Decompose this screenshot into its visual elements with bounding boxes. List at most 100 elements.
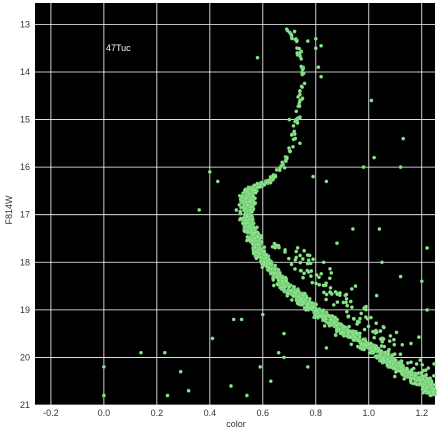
scatter-point	[210, 336, 215, 341]
scatter-point	[317, 275, 321, 280]
scatter-point	[420, 362, 425, 367]
scatter-point	[243, 207, 248, 211]
scatter-point	[302, 271, 306, 276]
scatter-point	[302, 248, 307, 253]
scatter-point	[329, 271, 334, 275]
annotation-label: 47Tuc	[106, 43, 131, 53]
scatter-point	[321, 260, 326, 265]
scatter-point	[292, 29, 297, 34]
scatter-point	[238, 209, 243, 214]
scatter-point	[279, 285, 284, 290]
scatter-point	[293, 267, 297, 271]
scatter-point	[291, 124, 296, 128]
scatter-point	[284, 27, 289, 32]
scatter-point	[305, 302, 310, 307]
scatter-point	[311, 174, 315, 179]
scatter-point	[411, 366, 416, 371]
scatter-point	[344, 300, 348, 305]
scatter-point	[394, 330, 399, 335]
scatter-point	[346, 330, 351, 335]
scatter-point	[311, 257, 315, 262]
y-tick-label: 16	[20, 162, 30, 172]
scatter-point	[322, 324, 327, 328]
scatter-point	[335, 292, 340, 297]
scatter-point	[231, 317, 236, 322]
scatter-point	[239, 317, 244, 322]
scatter-point	[344, 309, 349, 314]
scatter-point	[282, 285, 287, 290]
scatter-point	[299, 57, 304, 61]
scatter-point	[252, 183, 257, 188]
scatter-point	[289, 262, 294, 267]
scatter-point	[249, 230, 254, 235]
x-tick-label: 0.0	[98, 408, 111, 418]
scatter-point	[351, 227, 355, 231]
scatter-point	[242, 229, 247, 233]
scatter-point	[298, 253, 302, 258]
scatter-point	[392, 352, 397, 356]
scatter-point	[348, 335, 353, 339]
scatter-point	[366, 342, 371, 347]
scatter-point	[361, 165, 366, 169]
scatter-point	[329, 317, 334, 322]
scatter-point	[388, 334, 393, 338]
scatter-point	[331, 303, 336, 307]
scatter-point	[287, 284, 292, 289]
scatter-point	[316, 65, 321, 70]
scatter-point	[297, 46, 302, 51]
scatter-point	[401, 136, 406, 141]
scatter-point	[334, 327, 339, 332]
scatter-point	[431, 383, 436, 387]
scatter-point	[295, 51, 300, 55]
scatter-point	[229, 384, 233, 388]
scatter-point	[349, 287, 354, 291]
scatter-point	[305, 39, 310, 43]
scatter-point	[288, 149, 293, 154]
scatter-point	[328, 266, 332, 271]
scatter-point	[301, 275, 305, 280]
scatter-point	[245, 393, 249, 398]
scatter-point	[298, 92, 302, 97]
scatter-point	[275, 243, 279, 248]
scatter-point	[301, 293, 306, 298]
y-tick-labels: 13 14 15 16 17 18 19 20 21	[20, 19, 30, 410]
scatter-point	[309, 301, 314, 305]
scatter-point	[323, 283, 328, 288]
scatter-point	[346, 314, 351, 319]
scatter-point	[207, 170, 212, 174]
scatter-point	[259, 235, 263, 240]
scatter-point	[250, 209, 254, 214]
scatter-point	[418, 358, 423, 362]
x-tick-label: -0.2	[43, 408, 59, 418]
scatter-point	[429, 379, 434, 384]
scatter-point	[259, 255, 264, 260]
scatter-point	[327, 314, 332, 318]
scatter-point	[250, 217, 254, 222]
scatter-point	[362, 327, 367, 332]
scatter-point	[367, 351, 372, 355]
scatter-point	[324, 179, 329, 184]
scatter-point	[278, 166, 282, 170]
x-tick-label: 1.0	[363, 408, 376, 418]
scatter-point	[238, 216, 243, 221]
scatter-point	[245, 221, 250, 225]
scatter-point	[291, 285, 296, 290]
scatter-point	[260, 312, 265, 317]
scatter-point	[374, 321, 379, 326]
y-tick-label: 20	[20, 352, 30, 362]
scatter-point	[408, 370, 413, 374]
scatter-point	[271, 283, 276, 288]
scatter-point	[374, 293, 379, 298]
scatter-point	[319, 74, 323, 79]
scatter-point	[305, 253, 310, 257]
scatter-point	[379, 348, 383, 353]
grid-lines	[35, 3, 435, 406]
scatter-point	[286, 256, 291, 261]
scatter-point	[368, 345, 373, 350]
scatter-point	[327, 276, 332, 281]
scatter-point	[402, 377, 407, 381]
scatter-point	[293, 136, 298, 141]
scatter-point	[398, 165, 403, 169]
scatter-point	[276, 350, 281, 355]
